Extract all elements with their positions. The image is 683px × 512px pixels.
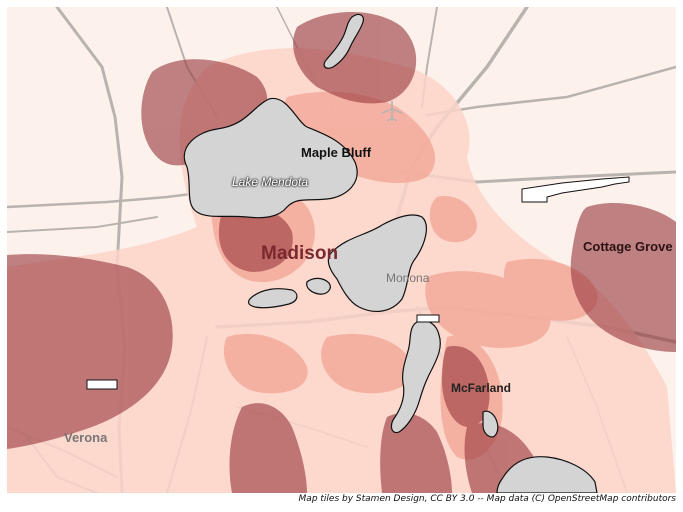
place-label-mcfarland: McFarland [451, 381, 512, 395]
upper-mud-lake-shape [306, 277, 331, 295]
map-layers [7, 7, 676, 493]
map-attribution: Map tiles by Stamen Design, CC BY 3.0 --… [298, 494, 676, 504]
lake-mendota-shape [183, 97, 358, 219]
lake-waubesa-shape [390, 319, 441, 434]
place-label-lake-mendota: Lake Mendota [232, 175, 309, 189]
place-label-cottage-grove: Cottage Grove [583, 239, 673, 254]
place-label-madison: Madison [261, 243, 339, 264]
airplane-icon [381, 101, 403, 122]
map-canvas[interactable]: Madison Maple Bluff Lake Mendota Monona … [7, 7, 676, 493]
place-label-verona: Verona [64, 430, 108, 445]
lake-river-shape [482, 410, 499, 438]
lake-wingra-shape [248, 288, 298, 309]
place-label-monona: Monona [386, 271, 430, 285]
density-high [7, 12, 676, 493]
boundary-enclaves [86, 176, 630, 390]
cherokee-marsh-shape [323, 13, 364, 69]
place-label-maple-bluff: Maple Bluff [301, 145, 372, 160]
lakes [183, 13, 598, 493]
lake-kegonsa-shape [496, 456, 598, 493]
lake-monona-shape [327, 214, 427, 313]
